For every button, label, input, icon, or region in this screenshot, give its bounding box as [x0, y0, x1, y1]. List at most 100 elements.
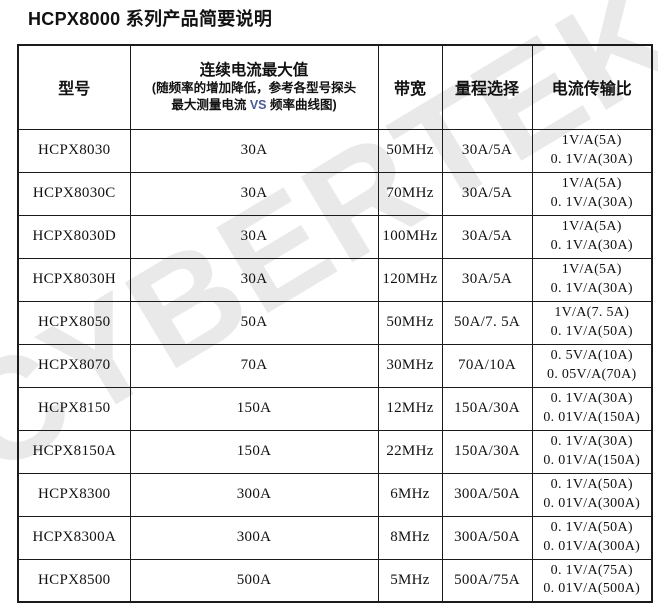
cell-bandwidth: 8MHz — [377, 515, 443, 560]
ratio-line-2: 0. 1V/A(30A) — [550, 194, 633, 210]
ratio-line-1: 1V/A(5A) — [561, 262, 622, 278]
ratio-line-1: 0. 1V/A(30A) — [550, 391, 633, 407]
cell-ratio: 1V/A(5A) 0. 1V/A(30A) — [531, 214, 653, 259]
cell-bandwidth: 6MHz — [377, 472, 443, 517]
cell-max-current: 150A — [129, 386, 379, 431]
cell-range: 30A/5A — [441, 257, 533, 302]
ratio-line-2: 0. 01V/A(500A) — [543, 581, 641, 597]
cell-model: HCPX8030D — [17, 214, 131, 259]
table-row: HCPX8030 30A 50MHz 30A/5A 1V/A(5A) 0. 1V… — [17, 128, 653, 173]
cell-model: HCPX8150 — [17, 386, 131, 431]
cell-model: HCPX8150A — [17, 429, 131, 474]
col-header-bandwidth-label: 带宽 — [393, 81, 426, 99]
cell-range: 30A/5A — [441, 128, 533, 173]
cell-bandwidth: 50MHz — [377, 128, 443, 173]
table-row: HCPX8030C 30A 70MHz 30A/5A 1V/A(5A) 0. 1… — [17, 171, 653, 216]
cell-bandwidth: 22MHz — [377, 429, 443, 474]
ratio-line-1: 1V/A(5A) — [561, 219, 622, 235]
ratio-line-2: 0. 01V/A(150A) — [543, 452, 641, 468]
ratio-line-1: 0. 1V/A(75A) — [550, 562, 633, 578]
max-current-title: 连续电流最大值 — [199, 61, 309, 79]
cell-range: 300A/50A — [441, 515, 533, 560]
col-header-range: 量程选择 — [441, 44, 533, 130]
vs-label: VS — [249, 97, 267, 112]
cell-model: HCPX8050 — [17, 300, 131, 345]
cell-range: 30A/5A — [441, 171, 533, 216]
cell-ratio: 0. 1V/A(75A) 0. 01V/A(500A) — [531, 558, 653, 603]
cell-model: HCPX8300A — [17, 515, 131, 560]
ratio-line-2: 0. 1V/A(30A) — [550, 280, 633, 296]
ratio-line-1: 0. 1V/A(50A) — [550, 477, 633, 493]
product-spec-table: 型号 连续电流最大值 (随频率的增加降低，参考各型号探头 最大测量电流 VS 频… — [17, 44, 653, 603]
cell-model: HCPX8500 — [17, 558, 131, 603]
cell-range: 500A/75A — [441, 558, 533, 603]
ratio-line-1: 0. 1V/A(50A) — [550, 520, 633, 536]
cell-ratio: 1V/A(5A) 0. 1V/A(30A) — [531, 128, 653, 173]
cell-max-current: 300A — [129, 515, 379, 560]
max-current-note-line2: 最大测量电流 VS 频率曲线图) — [171, 97, 337, 112]
cell-range: 30A/5A — [441, 214, 533, 259]
ratio-line-1: 1V/A(5A) — [561, 133, 622, 149]
cell-max-current: 30A — [129, 257, 379, 302]
cell-range: 150A/30A — [441, 429, 533, 474]
cell-bandwidth: 12MHz — [377, 386, 443, 431]
table-row: HCPX8050 50A 50MHz 50A/7. 5A 1V/A(7. 5A)… — [17, 300, 653, 345]
table-row: HCPX8300 300A 6MHz 300A/50A 0. 1V/A(50A)… — [17, 472, 653, 517]
cell-ratio: 0. 5V/A(10A) 0. 05V/A(70A) — [531, 343, 653, 388]
cell-bandwidth: 50MHz — [377, 300, 443, 345]
cell-model: HCPX8030H — [17, 257, 131, 302]
cell-max-current: 30A — [129, 171, 379, 216]
ratio-line-2: 0. 01V/A(150A) — [543, 409, 641, 425]
table-row: HCPX8030D 30A 100MHz 30A/5A 1V/A(5A) 0. … — [17, 214, 653, 259]
page-title: HCPX8000 系列产品简要说明 — [28, 9, 273, 29]
table-row: HCPX8300A 300A 8MHz 300A/50A 0. 1V/A(50A… — [17, 515, 653, 560]
cell-range: 300A/50A — [441, 472, 533, 517]
cell-model: HCPX8070 — [17, 343, 131, 388]
col-header-ratio: 电流传输比 — [531, 44, 653, 130]
cell-range: 70A/10A — [441, 343, 533, 388]
cell-max-current: 70A — [129, 343, 379, 388]
ratio-line-1: 1V/A(5A) — [561, 176, 622, 192]
header-row: 型号 连续电流最大值 (随频率的增加降低，参考各型号探头 最大测量电流 VS 频… — [17, 44, 653, 130]
cell-bandwidth: 70MHz — [377, 171, 443, 216]
table-row: HCPX8150A 150A 22MHz 150A/30A 0. 1V/A(30… — [17, 429, 653, 474]
cell-max-current: 500A — [129, 558, 379, 603]
cell-ratio: 0. 1V/A(30A) 0. 01V/A(150A) — [531, 429, 653, 474]
cell-ratio: 1V/A(5A) 0. 1V/A(30A) — [531, 257, 653, 302]
table-row: HCPX8500 500A 5MHz 500A/75A 0. 1V/A(75A)… — [17, 558, 653, 603]
table-row: HCPX8070 70A 30MHz 70A/10A 0. 5V/A(10A) … — [17, 343, 653, 388]
ratio-line-1: 0. 1V/A(30A) — [550, 434, 633, 450]
cell-bandwidth: 120MHz — [377, 257, 443, 302]
cell-max-current: 50A — [129, 300, 379, 345]
cell-model: HCPX8030C — [17, 171, 131, 216]
col-header-model: 型号 — [17, 44, 131, 130]
ratio-line-2: 0. 1V/A(50A) — [550, 323, 633, 339]
cell-max-current: 30A — [129, 214, 379, 259]
col-header-model-label: 型号 — [58, 81, 91, 99]
ratio-line-2: 0. 01V/A(300A) — [543, 495, 641, 511]
cell-range: 50A/7. 5A — [441, 300, 533, 345]
ratio-line-1: 0. 5V/A(10A) — [550, 348, 633, 364]
ratio-line-2: 0. 05V/A(70A) — [547, 366, 637, 382]
cell-ratio: 0. 1V/A(50A) 0. 01V/A(300A) — [531, 472, 653, 517]
cell-range: 150A/30A — [441, 386, 533, 431]
col-header-max-current: 连续电流最大值 (随频率的增加降低，参考各型号探头 最大测量电流 VS 频率曲线… — [129, 44, 379, 130]
col-header-bandwidth: 带宽 — [377, 44, 443, 130]
cell-max-current: 150A — [129, 429, 379, 474]
col-header-ratio-label: 电流传输比 — [551, 81, 632, 99]
ratio-line-2: 0. 1V/A(30A) — [550, 237, 633, 253]
ratio-line-2: 0. 01V/A(300A) — [543, 538, 641, 554]
table-row: HCPX8030H 30A 120MHz 30A/5A 1V/A(5A) 0. … — [17, 257, 653, 302]
col-header-range-label: 量程选择 — [454, 81, 519, 99]
cell-max-current: 300A — [129, 472, 379, 517]
cell-ratio: 0. 1V/A(30A) 0. 01V/A(150A) — [531, 386, 653, 431]
ratio-line-1: 1V/A(7. 5A) — [554, 305, 630, 321]
ratio-line-2: 0. 1V/A(30A) — [550, 151, 633, 167]
cell-model: HCPX8300 — [17, 472, 131, 517]
table-body: HCPX8030 30A 50MHz 30A/5A 1V/A(5A) 0. 1V… — [17, 128, 653, 603]
cell-bandwidth: 100MHz — [377, 214, 443, 259]
cell-ratio: 1V/A(5A) 0. 1V/A(30A) — [531, 171, 653, 216]
cell-model: HCPX8030 — [17, 128, 131, 173]
cell-max-current: 30A — [129, 128, 379, 173]
cell-ratio: 1V/A(7. 5A) 0. 1V/A(50A) — [531, 300, 653, 345]
